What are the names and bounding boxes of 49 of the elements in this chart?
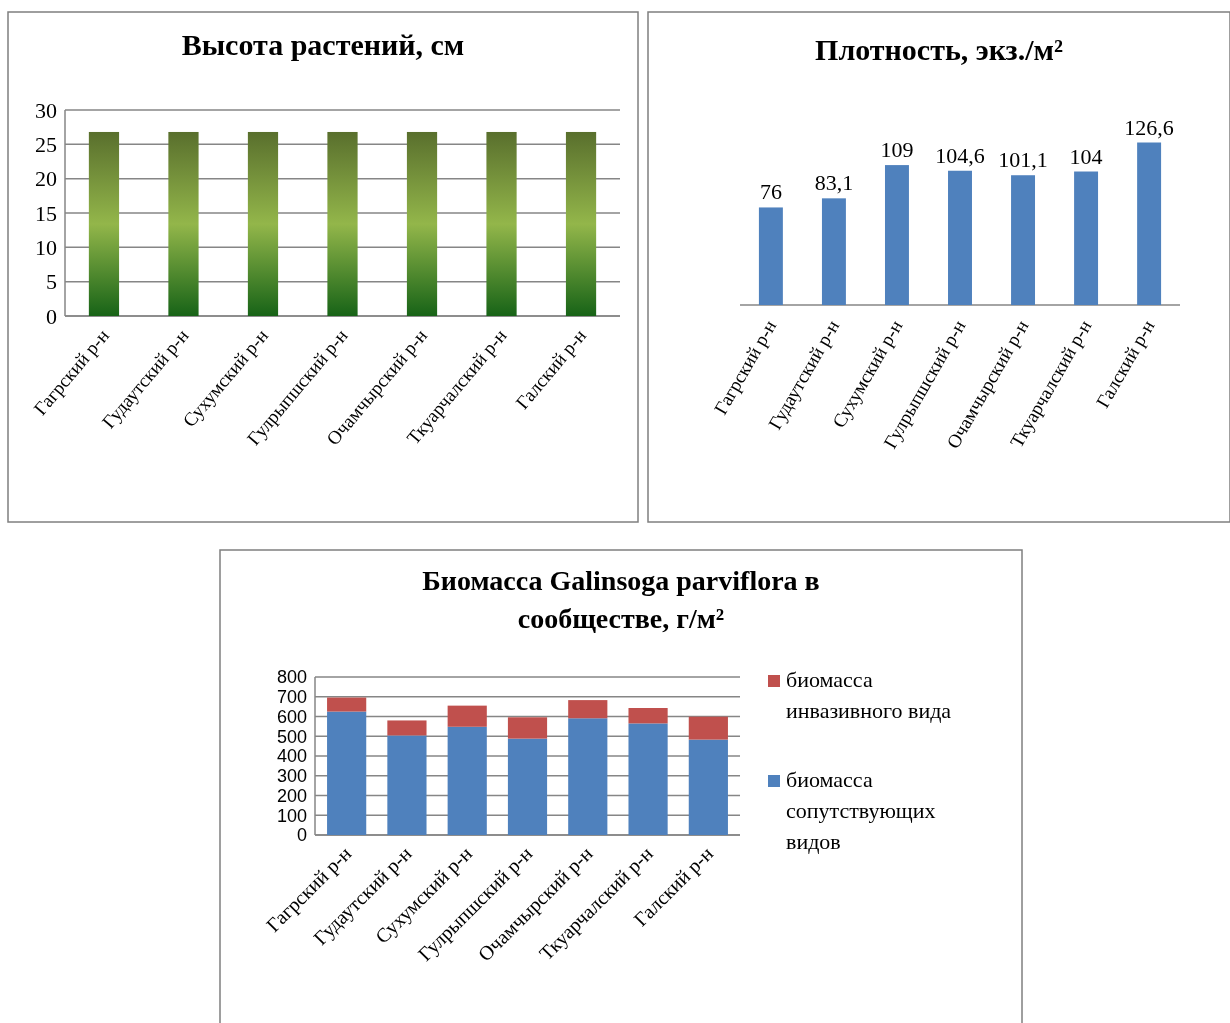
y-tick-label: 25 [35,132,57,158]
y-tick-label: 700 [276,687,307,708]
bar [884,165,909,305]
y-tick-label: 600 [276,706,307,727]
bar [1137,142,1162,305]
bar [948,170,972,305]
chart-title: Биомасса Galinsoga parviflora в сообществе, г/м² [422,565,820,634]
data-label: 104 [1069,143,1103,169]
data-label: 109 [880,137,914,163]
bar [447,726,487,835]
bar [628,723,668,835]
bar [1074,171,1099,305]
y-tick-label: 400 [276,746,307,767]
bar [327,697,367,712]
chart-title: Высота растений, см [181,28,465,61]
bar [568,718,608,835]
y-tick-label: 800 [276,667,307,688]
legend-label: биомасса сопутствующих видов [786,767,936,854]
bar [1011,175,1036,305]
legend-label: биомасса инвазивного вида [786,667,952,723]
bar [758,207,783,305]
bar [507,738,548,835]
y-tick-label: 100 [276,805,307,826]
y-tick-label: 500 [276,726,307,747]
data-label: 104,6 [935,142,985,168]
chart-title: Плотность, экз./м² [815,33,1063,66]
data-label: 126,6 [1124,114,1174,140]
y-tick-label: 30 [35,97,57,123]
y-tick-label: 5 [46,269,57,295]
bar [688,739,728,835]
y-tick-label: 15 [35,200,57,226]
y-tick-label: 20 [35,166,57,192]
bar [507,717,548,739]
y-tick-label: 10 [35,235,57,261]
y-tick-label: 300 [276,766,307,787]
data-label: 101,1 [998,147,1048,173]
bar [821,198,846,305]
bar [327,711,367,835]
bar [447,705,487,727]
bar [387,735,427,835]
data-label: 83,1 [814,170,854,196]
bar [568,700,608,719]
y-tick-label: 0 [46,303,57,329]
data-label: 76 [759,179,782,205]
bar [387,720,427,736]
bar [688,716,728,740]
bar [628,708,668,724]
y-tick-label: 200 [276,785,307,806]
y-tick-label: 0 [296,825,307,846]
